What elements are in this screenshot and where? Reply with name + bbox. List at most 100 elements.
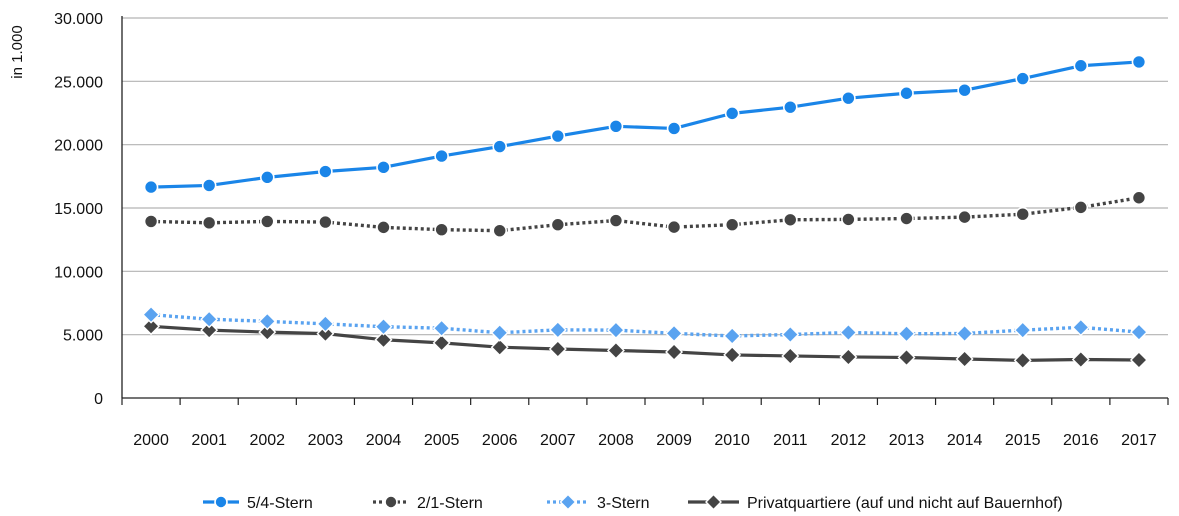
data-point bbox=[841, 90, 856, 106]
data-point bbox=[432, 319, 451, 338]
data-point bbox=[1073, 200, 1089, 215]
data-point bbox=[492, 139, 508, 154]
y-tick-label: 15.000 bbox=[54, 201, 103, 218]
data-point bbox=[955, 349, 974, 368]
legend-marker bbox=[705, 493, 722, 511]
x-tick-label: 2005 bbox=[424, 432, 460, 449]
data-point bbox=[142, 317, 161, 336]
data-point bbox=[434, 222, 449, 237]
data-point bbox=[608, 119, 624, 134]
data-point bbox=[1015, 206, 1031, 222]
series-line bbox=[150, 312, 1140, 338]
legend-label: 2/1-Stern bbox=[417, 495, 483, 512]
data-point bbox=[723, 326, 742, 345]
data-point bbox=[665, 343, 684, 362]
legend-marker bbox=[559, 493, 577, 511]
y-tick-label: 20.000 bbox=[54, 138, 103, 155]
data-point bbox=[432, 333, 451, 352]
data-point bbox=[957, 82, 972, 98]
series-line bbox=[151, 60, 1140, 189]
axes: 0 5.000 10.000 15.000 20.000 25.000 30.000 2000… bbox=[9, 11, 1169, 449]
data-point bbox=[201, 178, 217, 193]
x-tick-label: 2002 bbox=[249, 432, 285, 449]
data-point bbox=[434, 148, 449, 164]
data-point bbox=[1131, 190, 1147, 206]
x-tick-label: 2007 bbox=[540, 432, 576, 449]
series-lines bbox=[142, 54, 1148, 370]
x-tick-label: 2009 bbox=[656, 432, 692, 449]
data-point bbox=[899, 211, 914, 226]
data-point bbox=[143, 179, 159, 195]
data-point bbox=[666, 121, 682, 136]
data-point bbox=[550, 217, 566, 233]
data-point bbox=[374, 330, 393, 349]
legend-label: 5/4-Stern bbox=[247, 495, 313, 512]
data-point bbox=[665, 324, 684, 343]
series-1 bbox=[143, 190, 1147, 238]
data-point bbox=[608, 213, 624, 228]
data-point bbox=[897, 348, 916, 367]
data-point bbox=[781, 325, 800, 344]
y-tick-label: 25.000 bbox=[54, 74, 103, 91]
data-point bbox=[316, 324, 335, 343]
legend-item-1: 2/1-Stern bbox=[373, 495, 483, 512]
data-point bbox=[374, 317, 393, 336]
y-axis-label: in 1.000 bbox=[9, 25, 26, 78]
data-point bbox=[606, 321, 625, 340]
data-point bbox=[318, 164, 333, 179]
data-point bbox=[955, 324, 974, 343]
data-point bbox=[724, 217, 740, 233]
x-tick-label: 2011 bbox=[773, 432, 808, 449]
data-point bbox=[490, 338, 509, 357]
data-point bbox=[550, 128, 566, 144]
data-point bbox=[200, 310, 219, 329]
x-tick-label: 2003 bbox=[308, 432, 344, 449]
series-line bbox=[150, 324, 1139, 362]
data-point bbox=[782, 99, 798, 115]
data-point bbox=[781, 346, 800, 365]
data-point bbox=[258, 323, 277, 342]
data-point bbox=[1013, 351, 1032, 370]
legend: 5/4-Stern 2/1-Stern 3-Stern Privatquartiere… bbox=[203, 493, 1063, 512]
series-0 bbox=[143, 54, 1147, 195]
data-point bbox=[143, 214, 159, 229]
legend-item-2: 3-Stern bbox=[547, 493, 649, 512]
x-tick-label: 2001 bbox=[191, 432, 227, 449]
data-point bbox=[1071, 350, 1090, 369]
data-point bbox=[316, 314, 335, 333]
data-point bbox=[492, 223, 508, 238]
x-tick-label: 2006 bbox=[482, 432, 518, 449]
x-tick-label: 2008 bbox=[598, 432, 634, 449]
y-tick-label: 5.000 bbox=[63, 328, 103, 345]
data-point bbox=[1073, 58, 1089, 74]
legend-item-0: 5/4-Stern bbox=[203, 495, 313, 512]
x-tick-label: 2016 bbox=[1063, 432, 1099, 449]
y-tick-label: 30.000 bbox=[54, 11, 103, 28]
data-point bbox=[490, 323, 509, 342]
series-3 bbox=[142, 317, 1148, 370]
data-point bbox=[200, 321, 219, 340]
data-point bbox=[1131, 54, 1147, 70]
data-point bbox=[782, 212, 798, 228]
data-point bbox=[723, 345, 742, 364]
data-point bbox=[548, 339, 567, 358]
data-point bbox=[318, 214, 333, 230]
y-tick-label: 0 bbox=[94, 391, 103, 408]
gridlines bbox=[122, 17, 1168, 336]
data-point bbox=[839, 323, 858, 342]
data-point bbox=[606, 341, 625, 360]
x-tick-label: 2004 bbox=[366, 432, 402, 449]
series-2 bbox=[142, 305, 1148, 345]
data-point bbox=[1129, 323, 1148, 342]
series-line bbox=[151, 196, 1140, 233]
data-point bbox=[897, 324, 916, 343]
x-tick-label: 2014 bbox=[947, 432, 983, 449]
data-point bbox=[376, 160, 391, 175]
x-tick-label: 2013 bbox=[889, 432, 925, 449]
legend-label: 3-Stern bbox=[597, 495, 649, 512]
data-point bbox=[1015, 71, 1031, 86]
legend-item-3: Privatquartiere (auf und nicht auf Bauer… bbox=[688, 493, 1063, 512]
data-point bbox=[724, 106, 740, 121]
legend-label: Privatquartiere (auf und nicht auf Bauer… bbox=[747, 495, 1063, 512]
